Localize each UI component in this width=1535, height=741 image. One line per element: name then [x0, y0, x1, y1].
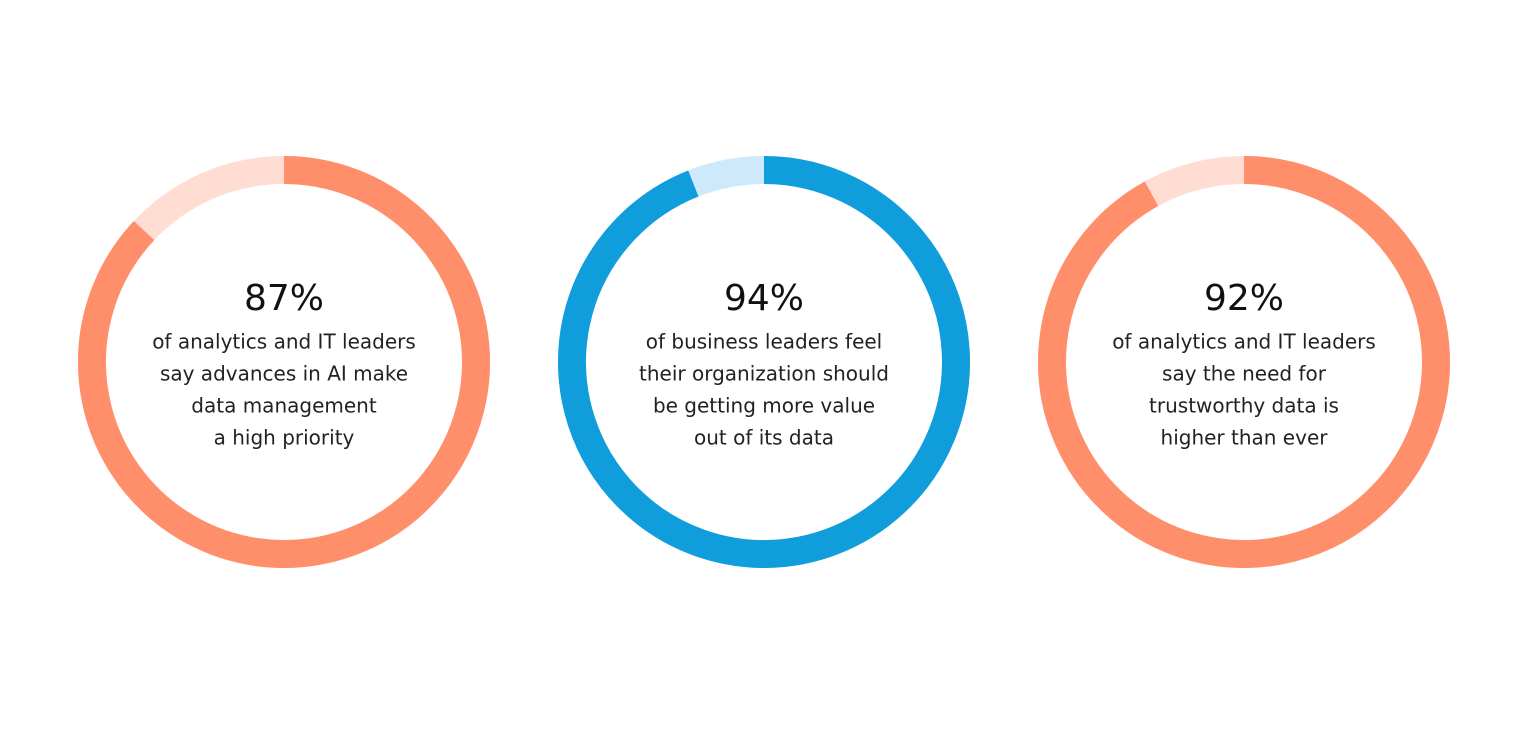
description-line: of analytics and IT leaders	[1112, 330, 1376, 354]
description-line: be getting more value	[653, 394, 875, 418]
percent-label: 94%	[724, 278, 804, 319]
donut-chart: 94% of business leaders feel their organiz…	[558, 156, 970, 568]
description-line: of business leaders feel	[646, 330, 882, 354]
description-line: data management	[191, 394, 377, 418]
description-line: higher than ever	[1161, 426, 1329, 450]
description-line: of analytics and IT leaders	[152, 330, 416, 354]
percent-label: 92%	[1204, 278, 1284, 319]
description-line: a high priority	[214, 426, 355, 450]
donut-chart: 87% of analytics and IT leaders say advanc…	[78, 156, 490, 568]
donut-arc	[1038, 156, 1450, 568]
description-line: trustworthy data is	[1149, 394, 1339, 418]
description-line: say the need for	[1162, 362, 1327, 386]
description-line: say advances in AI make	[160, 362, 408, 386]
donut-arc	[558, 156, 970, 568]
description-line: out of its data	[694, 426, 834, 450]
donut-chart: 92% of analytics and IT leaders say the ne…	[1038, 156, 1450, 568]
donut-arc	[78, 156, 490, 568]
description-line: their organization should	[639, 362, 889, 386]
percent-label: 87%	[244, 278, 324, 319]
